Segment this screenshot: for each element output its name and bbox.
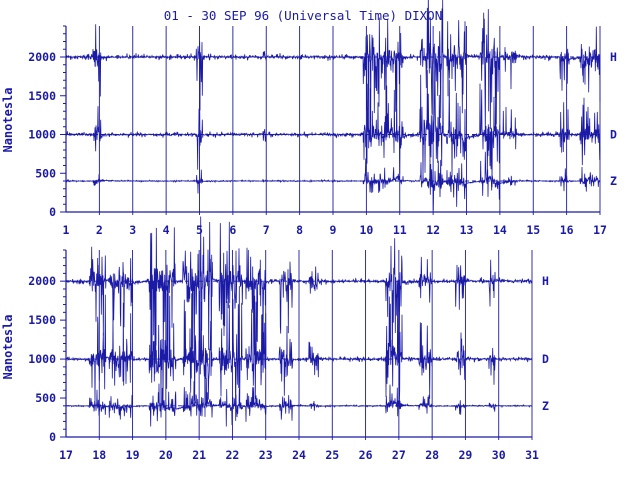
y-tick-label: 500: [35, 391, 56, 405]
y-axis-label-top: Nanotesla: [1, 87, 15, 152]
x-tick-label: 17: [59, 448, 73, 462]
series-label-h: H: [610, 50, 617, 64]
x-tick-label: 6: [229, 223, 236, 237]
x-tick-label: 7: [263, 223, 270, 237]
x-tick-label: 25: [325, 448, 339, 462]
y-tick-label: 2000: [28, 274, 56, 288]
x-tick-label: 16: [560, 223, 574, 237]
x-tick-label: 11: [393, 223, 407, 237]
chart-title: 01 - 30 SEP 96 (Universal Time) DIXON: [164, 8, 442, 23]
x-tick-label: 14: [493, 223, 507, 237]
series-label-z: Z: [542, 399, 549, 413]
x-tick-label: 26: [359, 448, 373, 462]
y-axis-label-bottom: Nanotesla: [1, 314, 15, 379]
x-tick-label: 13: [460, 223, 474, 237]
x-tick-label: 19: [126, 448, 140, 462]
x-tick-label: 20: [159, 448, 173, 462]
x-tick-label: 15: [526, 223, 540, 237]
x-tick-label: 24: [292, 448, 306, 462]
x-tick-label: 4: [163, 223, 170, 237]
y-tick-label: 0: [49, 205, 56, 219]
x-tick-label: 9: [330, 223, 337, 237]
x-tick-label: 18: [92, 448, 106, 462]
x-tick-label: 28: [425, 448, 439, 462]
x-tick-label: 17: [593, 223, 607, 237]
series-label-d: D: [610, 128, 617, 142]
y-tick-label: 1500: [28, 313, 56, 327]
x-tick-label: 8: [296, 223, 303, 237]
x-tick-label: 27: [392, 448, 406, 462]
x-tick-label: 1: [63, 223, 70, 237]
y-tick-label: 500: [35, 166, 56, 180]
x-tick-label: 30: [492, 448, 506, 462]
x-tick-label: 12: [426, 223, 440, 237]
y-tick-label: 1000: [28, 128, 56, 142]
y-tick-label: 1000: [28, 352, 56, 366]
x-tick-label: 23: [259, 448, 273, 462]
x-tick-label: 31: [525, 448, 539, 462]
series-h-trace: [65, 216, 533, 374]
series-z-trace: [65, 151, 601, 211]
x-tick-label: 21: [192, 448, 206, 462]
series-h-trace: [65, 0, 601, 149]
y-tick-label: 1500: [28, 89, 56, 103]
series-d-trace: [65, 68, 601, 188]
x-tick-label: 5: [196, 223, 203, 237]
x-tick-label: 22: [225, 448, 239, 462]
x-tick-label: 10: [359, 223, 373, 237]
series-label-z: Z: [610, 174, 617, 188]
series-label-d: D: [542, 352, 549, 366]
x-tick-label: 3: [129, 223, 136, 237]
series-d-trace: [65, 285, 533, 421]
y-tick-label: 0: [49, 430, 56, 444]
x-tick-label: 2: [96, 223, 103, 237]
series-label-h: H: [542, 274, 549, 288]
series-z-trace: [65, 377, 532, 427]
y-tick-label: 2000: [28, 50, 56, 64]
x-tick-label: 29: [458, 448, 472, 462]
